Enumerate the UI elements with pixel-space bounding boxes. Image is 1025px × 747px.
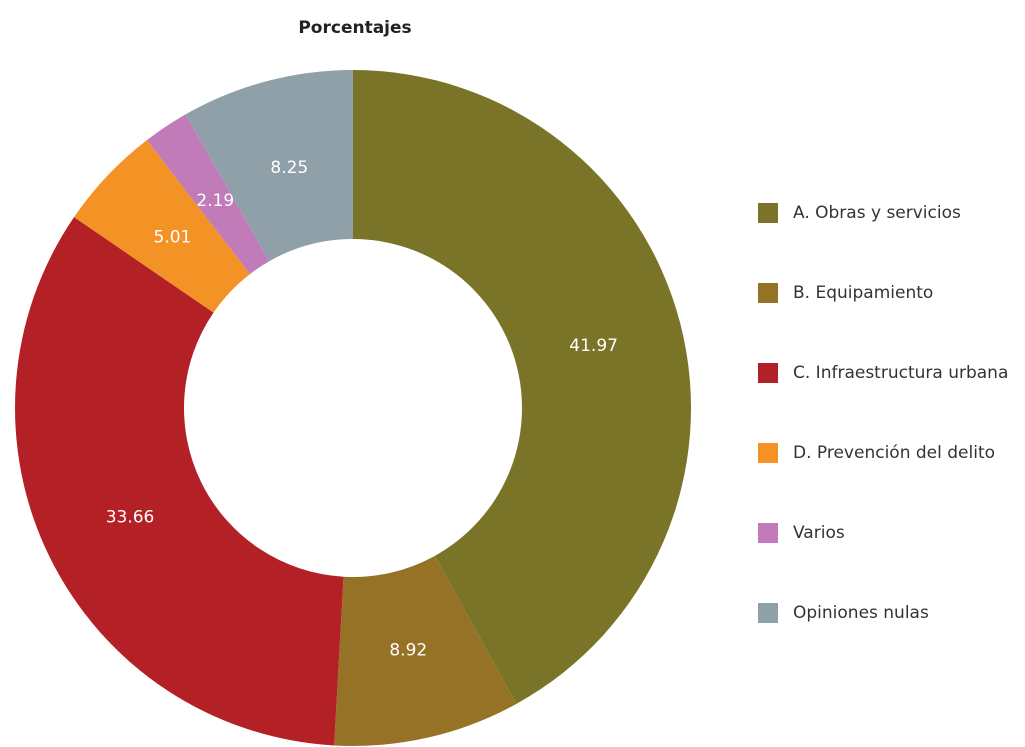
legend-label: A. Obras y servicios bbox=[793, 203, 961, 223]
legend-swatch bbox=[758, 203, 778, 223]
donut-slice bbox=[14, 217, 344, 746]
data-label: 33.66 bbox=[106, 508, 155, 528]
chart-title: Porcentajes bbox=[298, 18, 411, 38]
donut-slice bbox=[185, 70, 353, 262]
data-label: 8.92 bbox=[389, 640, 427, 660]
legend-label: Varios bbox=[793, 523, 845, 543]
legend-swatch bbox=[758, 443, 778, 463]
donut-slice bbox=[74, 140, 250, 313]
data-label: 41.97 bbox=[569, 336, 618, 356]
donut-slice bbox=[334, 555, 517, 747]
data-label: 5.01 bbox=[154, 227, 192, 247]
legend-label: D. Prevención del delito bbox=[793, 443, 995, 463]
data-label: 8.25 bbox=[270, 158, 308, 178]
donut-slice bbox=[353, 70, 691, 704]
legend-label: B. Equipamiento bbox=[793, 283, 933, 303]
legend-label: Opiniones nulas bbox=[793, 603, 929, 623]
legend-label: C. Infraestructura urbana bbox=[793, 363, 1008, 383]
legend-swatch bbox=[758, 283, 778, 303]
data-label: 2.19 bbox=[196, 191, 234, 211]
legend-swatch bbox=[758, 363, 778, 383]
legend-swatch bbox=[758, 603, 778, 623]
donut-slice bbox=[146, 114, 270, 275]
legend-swatch bbox=[758, 523, 778, 543]
